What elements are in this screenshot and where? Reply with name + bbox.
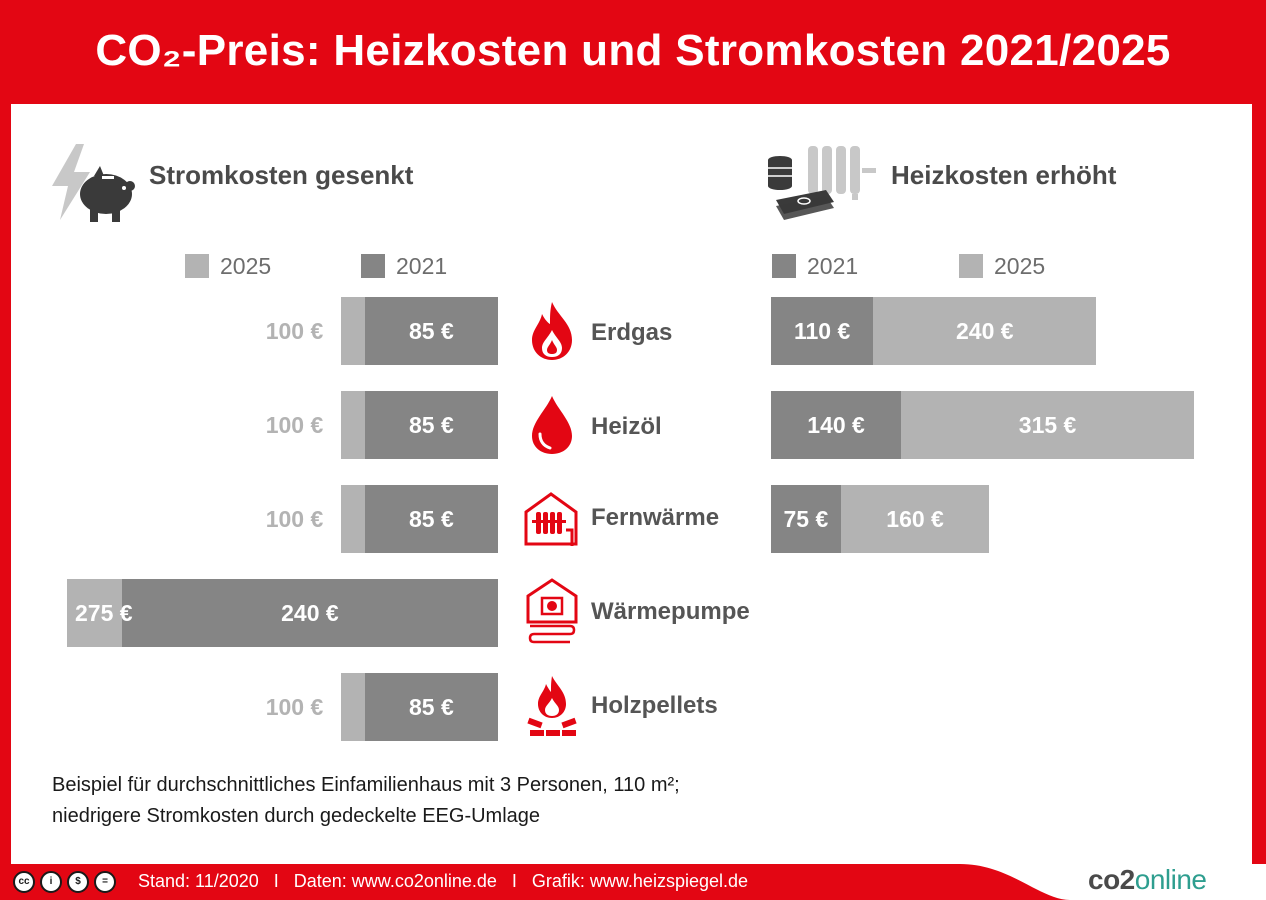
footnote-line-1: Beispiel für durchschnittliches Einfamil… [52,774,680,796]
bar-2025-wrmepumpe [121,579,498,647]
bar-2025-heizl [364,391,498,459]
money-radiator-icon [768,146,876,220]
footer-bar [0,864,1266,900]
cc-noncommercial-icon: $ [67,871,89,893]
value-2021-fernwrme: 75 € [783,506,829,532]
value-2021-heizl: 100 € [265,412,324,438]
legend-label-left-2: 2021 [396,253,448,279]
value-2021-holzpellets: 100 € [265,694,324,720]
bar-2025-heizl [901,391,1194,459]
legend-swatch-right-2 [959,254,983,278]
footer-credits: Stand: 11/2020 I Daten: www.co2online.de… [138,871,749,891]
value-2025-heizl: 85 € [409,412,454,438]
category-label-erdgas: Erdgas [591,319,673,346]
bar-2025-fernwrme [364,485,498,553]
value-2025-fernwrme: 160 € [886,506,944,532]
legend-swatch-right-1 [772,254,796,278]
category-label-holzpellets: Holzpellets [591,692,718,719]
value-2021-erdgas: 100 € [265,318,324,344]
bar-2021-heizl [771,391,902,459]
bar-2025-fernwrme [840,485,990,553]
logo-online: online [1134,864,1207,895]
legend-label-left-1: 2025 [220,253,272,279]
value-2025-erdgas: 85 € [409,318,454,344]
value-2021-heizl: 140 € [807,412,865,438]
radiator-house-icon [524,492,578,546]
value-2025-wrmepumpe: 240 € [281,600,339,626]
heat-pump-house-icon [526,578,578,644]
value-2021-fernwrme: 100 € [265,506,324,532]
right-section-title: Heizkosten erhöht [891,160,1117,190]
category-label-waermepumpe: Wärmepumpe [591,598,750,625]
legend-swatch-left-2 [361,254,385,278]
value-2025-holzpellets: 85 € [409,694,454,720]
value-2021-wrmepumpe: 275 € [75,600,133,626]
category-label-fernwaerme: Fernwärme [591,504,720,531]
header: CO₂-Preis: Heizkosten und Stromkosten 20… [0,0,1266,104]
legend-swatch-left-1 [185,254,209,278]
value-2021-erdgas: 110 € [793,318,851,344]
lightning-piggy-bank-icon [52,144,135,222]
logo-co2: co2 [1088,864,1135,895]
footnote-line-2: niedrigere Stromkosten durch gedeckelte … [52,805,541,827]
value-2025-heizl: 315 € [1018,412,1077,438]
page-title: CO₂-Preis: Heizkosten und Stromkosten 20… [95,26,1171,75]
category-label-heizoel: Heizöl [591,413,662,440]
legend-label-right-1: 2021 [807,253,859,279]
cc-attribution-icon: i [40,871,62,893]
footnote: Beispiel für durchschnittliches Einfamil… [52,770,680,832]
legend-label-right-2: 2025 [994,253,1046,279]
value-2025-erdgas: 240 € [956,318,1014,344]
co2online-logo: co2online [1088,864,1207,896]
oil-drop-icon [532,396,572,454]
bar-2025-erdgas [364,297,498,365]
value-2025-fernwrme: 85 € [409,506,454,532]
cc-noderivatives-icon: = [94,871,116,893]
wood-fire-icon [527,676,577,736]
flame-icon [532,302,572,360]
bar-2021-erdgas [771,297,874,365]
left-section-title: Stromkosten gesenkt [149,160,414,190]
bar-2021-fernwrme [771,485,841,553]
bar-2025-erdgas [873,297,1097,365]
content-panel [11,104,1252,864]
cc-license-icon: cc [13,871,35,893]
bar-2025-holzpellets [364,673,498,741]
